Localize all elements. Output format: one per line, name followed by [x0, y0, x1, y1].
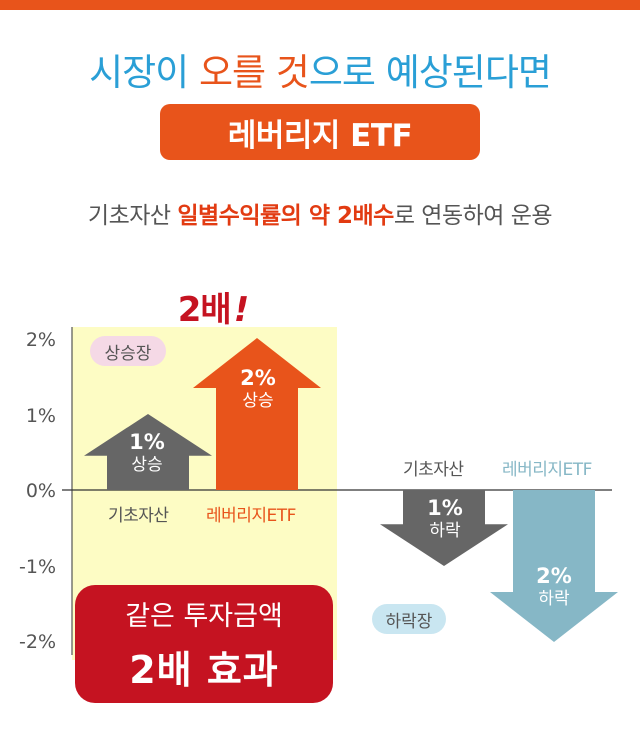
- leverage-etf-badge: 레버리지 ETF: [160, 104, 480, 160]
- bear-leverage-dir: 하락: [538, 589, 570, 610]
- bull-leverage-pct: 2%: [240, 366, 276, 390]
- bull-base-pct: 1%: [129, 430, 165, 454]
- y-tick-label: -2%: [19, 631, 56, 653]
- bull-leverage-arrow: [193, 338, 321, 490]
- bear-base-dir: 하락: [429, 521, 461, 542]
- y-tick-label: 1%: [25, 405, 56, 427]
- effect-line2: 2배 효과: [129, 648, 279, 692]
- bear-market-pill: 하락장: [372, 604, 446, 634]
- subline-prefix: 기초자산: [87, 203, 178, 229]
- bear-base-arrow: [380, 490, 508, 566]
- y-tick-label: -1%: [19, 556, 56, 578]
- bull-base-label: 기초자산: [108, 506, 169, 526]
- subline-highlight: 일별수익률의 약 2배수: [177, 203, 394, 229]
- bear-base-arrow-text: 1% 하락: [402, 496, 488, 542]
- subline-suffix: 로 연동하여 운용: [393, 203, 553, 229]
- headline-part3: 으로 예상된다면: [308, 51, 552, 94]
- bear-leverage-label: 레버리지ETF: [502, 460, 592, 480]
- bull-market-pill: 상승장: [90, 336, 166, 366]
- bull-base-arrow-text: 1% 상승: [104, 430, 190, 476]
- bull-leverage-label: 레버리지ETF: [206, 506, 296, 526]
- bear-base-label: 기초자산: [403, 460, 464, 480]
- y-tick-label: 0%: [25, 480, 56, 502]
- headline-part1: 시장이: [89, 51, 199, 94]
- top-accent-bar: [0, 0, 640, 10]
- two-times-callout: 2배!: [158, 282, 268, 331]
- headline-part2: 오를 것: [198, 51, 310, 94]
- bull-base-arrow: [84, 414, 212, 490]
- callout-exclaim: !: [233, 290, 249, 330]
- same-investment-effect-box: 같은 투자금액 2배 효과: [75, 585, 333, 703]
- headline: 시장이 오를 것으로 예상된다면: [0, 42, 640, 96]
- bear-leverage-arrow: [490, 490, 618, 642]
- subline: 기초자산 일별수익률의 약 2배수로 연동하여 운용: [0, 196, 640, 230]
- bull-leverage-dir: 상승: [242, 391, 274, 412]
- bull-leverage-arrow-text: 2% 상승: [215, 366, 301, 412]
- bull-base-dir: 상승: [131, 455, 163, 476]
- y-tick-label: 2%: [25, 329, 56, 351]
- effect-line1: 같은 투자금액: [125, 601, 283, 632]
- bear-base-pct: 1%: [427, 496, 463, 520]
- callout-text: 2배: [177, 290, 232, 330]
- bear-leverage-pct: 2%: [536, 564, 572, 588]
- bear-leverage-arrow-text: 2% 하락: [511, 564, 597, 610]
